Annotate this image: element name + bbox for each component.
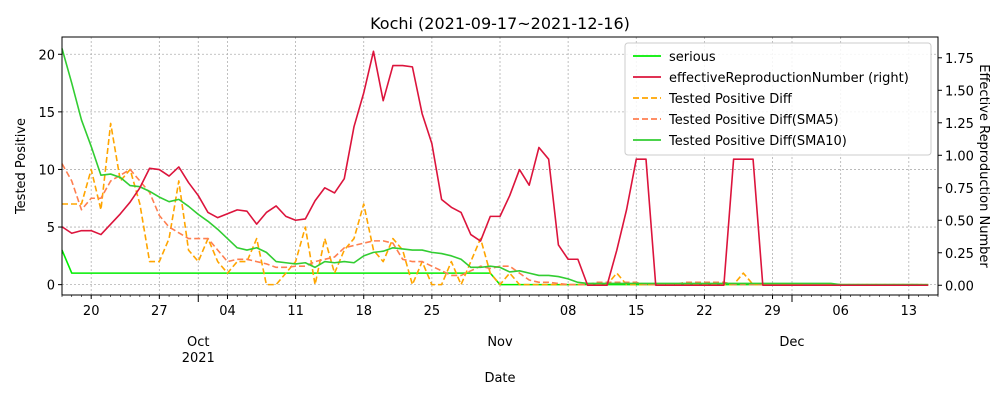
y-tick-label-left: 15 (38, 106, 55, 121)
x-tick-label: 18 (355, 304, 372, 319)
legend-box (624, 42, 932, 156)
x-tick-label: Nov (487, 335, 513, 350)
legend-label-4: Tested Positive Diff(SMA10) (668, 134, 847, 149)
y-tick-label-left: 10 (38, 163, 55, 178)
x-tick-label: 20 (83, 304, 100, 319)
legend-label-1: effectiveReproductionNumber (right) (669, 71, 909, 86)
y-axis-left: 0 5 10 15 20 (38, 48, 62, 294)
series-line-1 (61, 50, 929, 287)
y-tick-label-right: 0.75 (945, 182, 974, 197)
y-tick-label-left: 5 (47, 221, 55, 236)
x-tick-label: 06 (832, 304, 849, 319)
x-tick-label: 13 (901, 304, 918, 319)
legend-label-3: Tested Positive Diff(SMA5) (668, 113, 839, 128)
series-layer (61, 48, 929, 287)
y-tick-label-right: 0.25 (945, 247, 974, 262)
y-tick-label-left: 0 (47, 279, 55, 294)
x-tick-label: 27 (151, 304, 168, 319)
legend-label-2: Tested Positive Diff (668, 92, 793, 107)
y-tick-label-right: 1.50 (945, 84, 974, 99)
grid-lines (62, 37, 938, 295)
y-axis-right: 0.00 0.25 0.50 0.75 1.00 1.25 1.50 1.75 (938, 52, 974, 294)
x-tick-label: 15 (628, 304, 645, 319)
series-line-4 (61, 48, 929, 286)
y-tick-label-right: 0.00 (945, 279, 974, 294)
y-tick-label-left: 20 (38, 48, 55, 63)
x-tick-label: 29 (764, 304, 781, 319)
y-axis-label-right: Effective Reproduction Number (976, 64, 991, 268)
x-tick-label: 11 (287, 304, 304, 319)
legend-label-0: serious (669, 50, 716, 65)
x-tick-label: Oct (187, 335, 209, 350)
x-axis-label: Date (484, 371, 515, 386)
series-line-0 (61, 249, 919, 286)
x-tick-label: 22 (696, 304, 713, 319)
x-tick-label: Dec (779, 335, 804, 350)
y-tick-label-right: 1.00 (945, 149, 974, 164)
y-tick-label-right: 1.75 (945, 52, 974, 67)
x-tick-label: 25 (424, 304, 441, 319)
y-axis-label-left: Tested Positive (14, 118, 29, 215)
legend: serious effectiveReproductionNumber (righ… (624, 42, 932, 156)
x-tick-sublabel: 2021 (182, 351, 215, 366)
y-tick-label-right: 1.25 (945, 117, 974, 132)
y-tick-label-right: 0.50 (945, 214, 974, 229)
x-tick-label: 04 (219, 304, 236, 319)
x-tick-label: 08 (560, 304, 577, 319)
chart-title: Kochi (2021-09-17~2021-12-16) (370, 14, 630, 33)
